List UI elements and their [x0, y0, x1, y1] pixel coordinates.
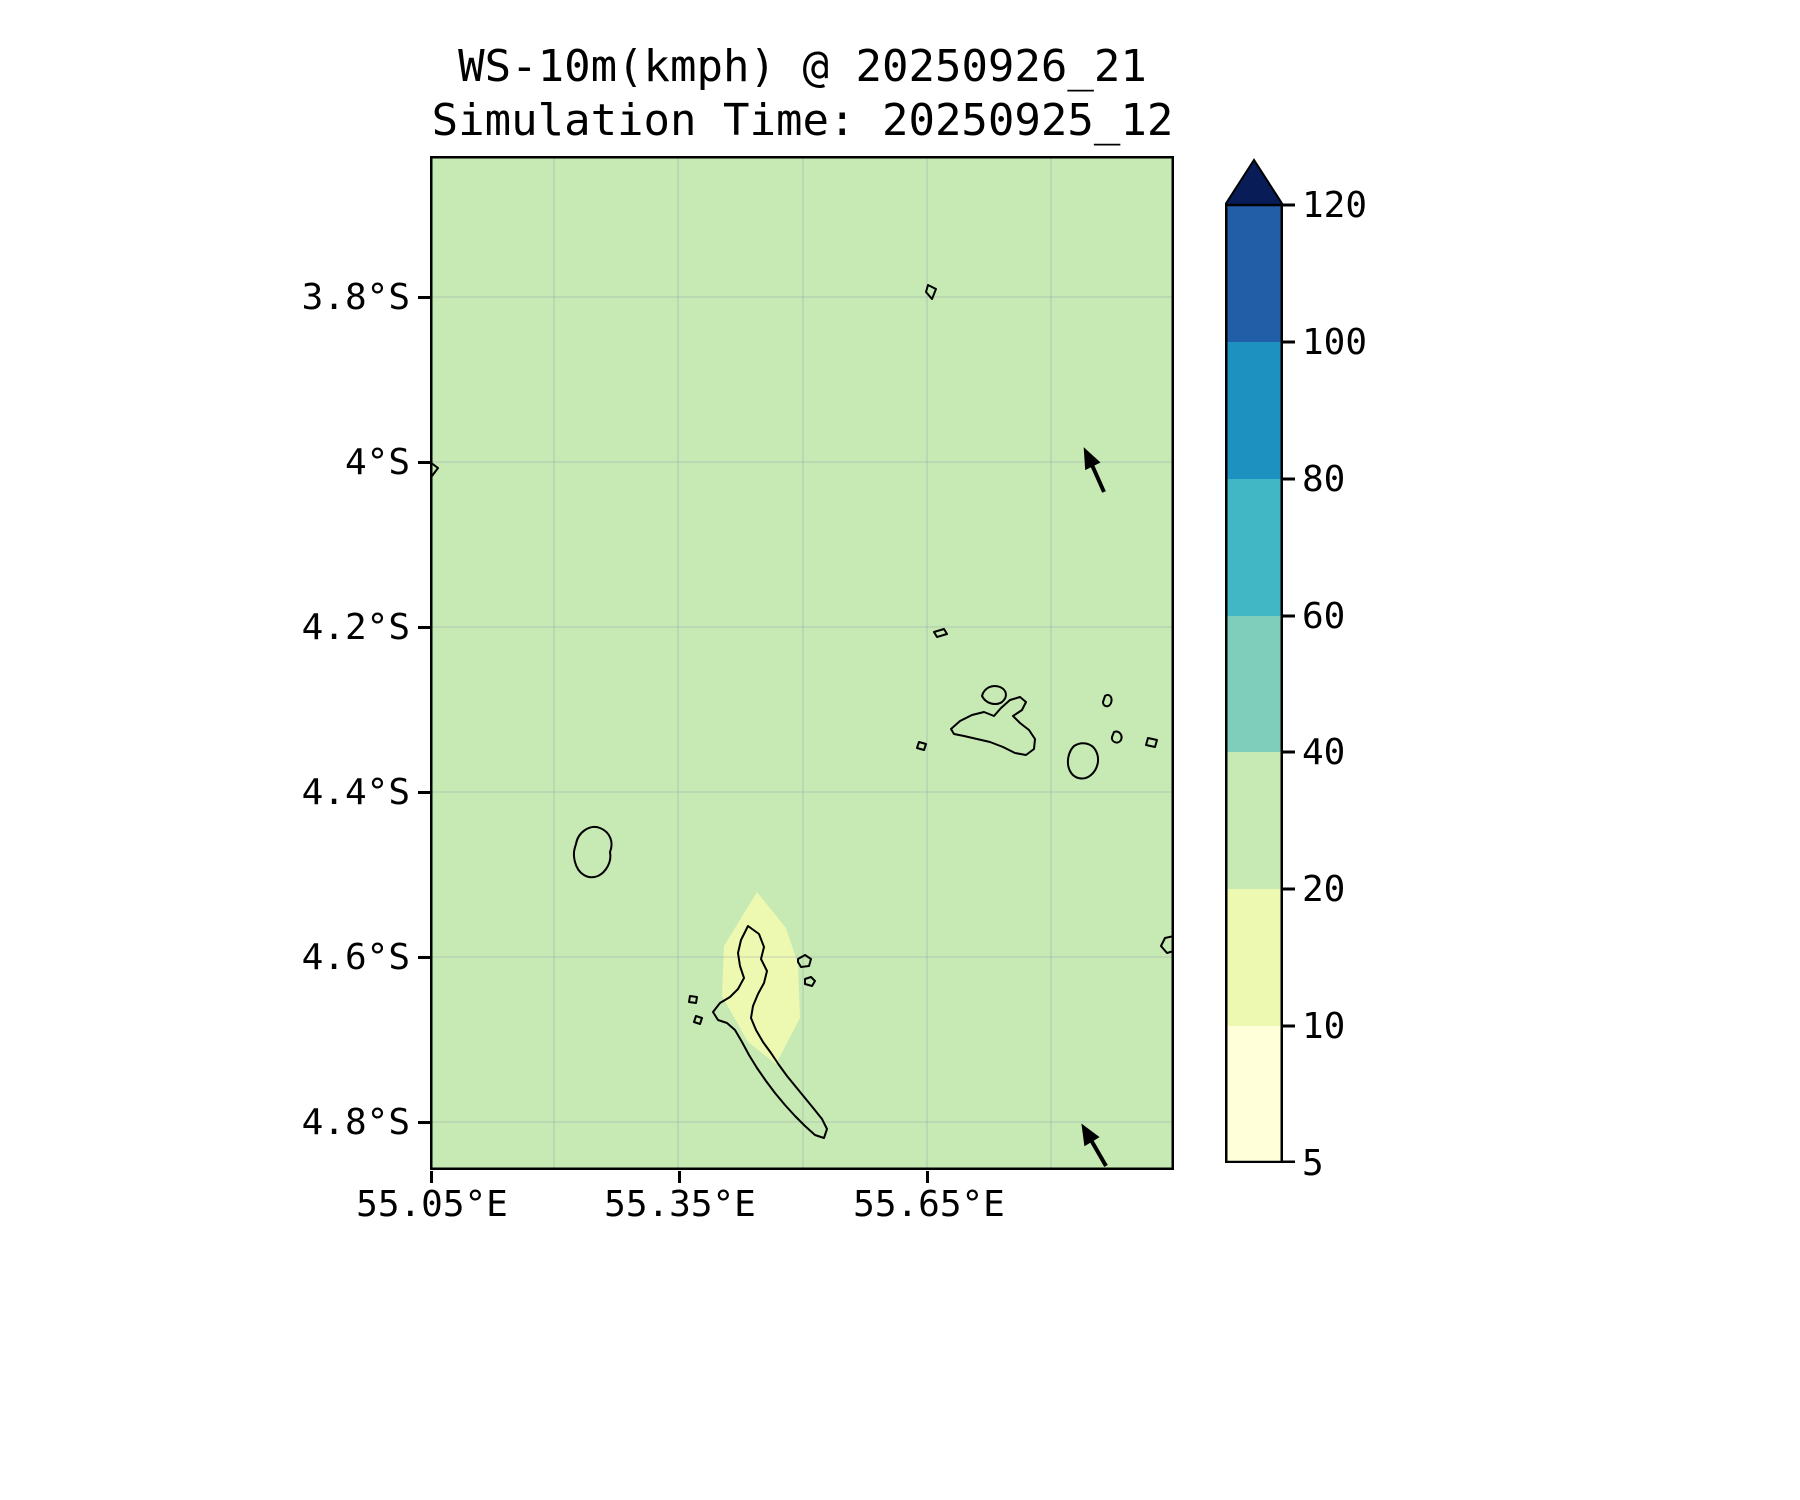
colorbar-seg-100-120 [1225, 205, 1283, 342]
cbtick-label-5: 5 [1302, 1143, 1324, 1184]
field-low-patch [722, 892, 800, 1064]
colorbar-seg-5-10 [1225, 1026, 1283, 1163]
colorbar-extend-max-triangle [1223, 158, 1285, 206]
colorbar-outline [1225, 203, 1283, 1164]
coastlines-group [430, 284, 1174, 1139]
ytick-label-3: 4.4°S [301, 772, 410, 813]
islet-right-edge [1160, 935, 1174, 954]
wind-arrow-shaft-1 [1090, 464, 1106, 493]
xtick-mark [678, 1171, 681, 1183]
field-base-fill [430, 156, 1174, 1170]
island-mahe-outline [712, 925, 828, 1139]
map-plot-area [430, 156, 1174, 1170]
island-la-digue-outline [1066, 742, 1100, 780]
colorbar [1223, 158, 1297, 1164]
islet-ne-1 [1102, 693, 1113, 708]
ytick-mark [418, 791, 430, 794]
ytick-mark [418, 296, 430, 299]
wind-arrows-group [1081, 447, 1108, 1167]
islet-left-edge [430, 461, 439, 477]
island-silhouette-outline [572, 826, 613, 879]
colorbar-seg-80-100 [1225, 342, 1283, 479]
cbtick-label-100: 100 [1302, 322, 1368, 363]
cbtick-label-10: 10 [1302, 1006, 1346, 1047]
island-curieuse-outline [981, 685, 1007, 705]
colorbar-tick-marks [1283, 203, 1295, 1164]
cbtick-label-20: 20 [1302, 869, 1346, 910]
ytick-label-1: 4°S [344, 442, 410, 483]
title-line-1: WS-10m(kmph) @ 20250926_21 [458, 41, 1147, 92]
cbtick-label-120: 120 [1302, 185, 1368, 226]
islet-west-1 [688, 995, 698, 1004]
figure-title: WS-10m(kmph) @ 20250926_21 Simulation Ti… [380, 40, 1225, 147]
islet-ne-2 [1110, 730, 1123, 744]
islet-north [925, 284, 937, 300]
ytick-mark [418, 956, 430, 959]
colorbar-svg [1223, 158, 1295, 1164]
cbtick-label-80: 80 [1302, 459, 1346, 500]
colorbar-seg-10-20 [1225, 889, 1283, 1026]
map-svg [430, 156, 1174, 1170]
xtick-label-0: 55.05°E [356, 1184, 508, 1225]
ytick-label-5: 4.8°S [301, 1102, 410, 1143]
wind-arrow-head-1 [1083, 447, 1101, 471]
islet-east-2 [804, 976, 816, 987]
title-line-2: Simulation Time: 20250925_12 [431, 94, 1174, 146]
ytick-label-2: 4.2°S [301, 607, 410, 648]
ytick-mark [418, 626, 430, 629]
wind-arrow-shaft-2 [1089, 1139, 1108, 1167]
ytick-mark [418, 1121, 430, 1124]
islet-east-1 [797, 954, 812, 968]
islet-west-2 [693, 1015, 703, 1025]
colorbar-seg-60-80 [1225, 479, 1283, 616]
ytick-label-4: 4.6°S [301, 937, 410, 978]
wind-arrow-head-2 [1081, 1123, 1100, 1147]
xtick-label-1: 55.35°E [604, 1184, 756, 1225]
xtick-mark [430, 1171, 433, 1183]
ytick-label-0: 3.8°S [301, 277, 410, 318]
colorbar-seg-20-40 [1225, 752, 1283, 889]
xtick-label-2: 55.65°E [853, 1184, 1005, 1225]
cbtick-label-40: 40 [1302, 732, 1346, 773]
cbtick-label-60: 60 [1302, 596, 1346, 637]
axes-spine [430, 156, 1174, 1170]
island-praslin-outline [950, 696, 1036, 756]
colorbar-seg-40-60 [1225, 616, 1283, 752]
islet-cousin [916, 741, 927, 751]
islet-ne-3 [1145, 737, 1158, 748]
islet-aride [933, 628, 948, 638]
ytick-mark [418, 461, 430, 464]
xtick-mark [926, 1171, 929, 1183]
